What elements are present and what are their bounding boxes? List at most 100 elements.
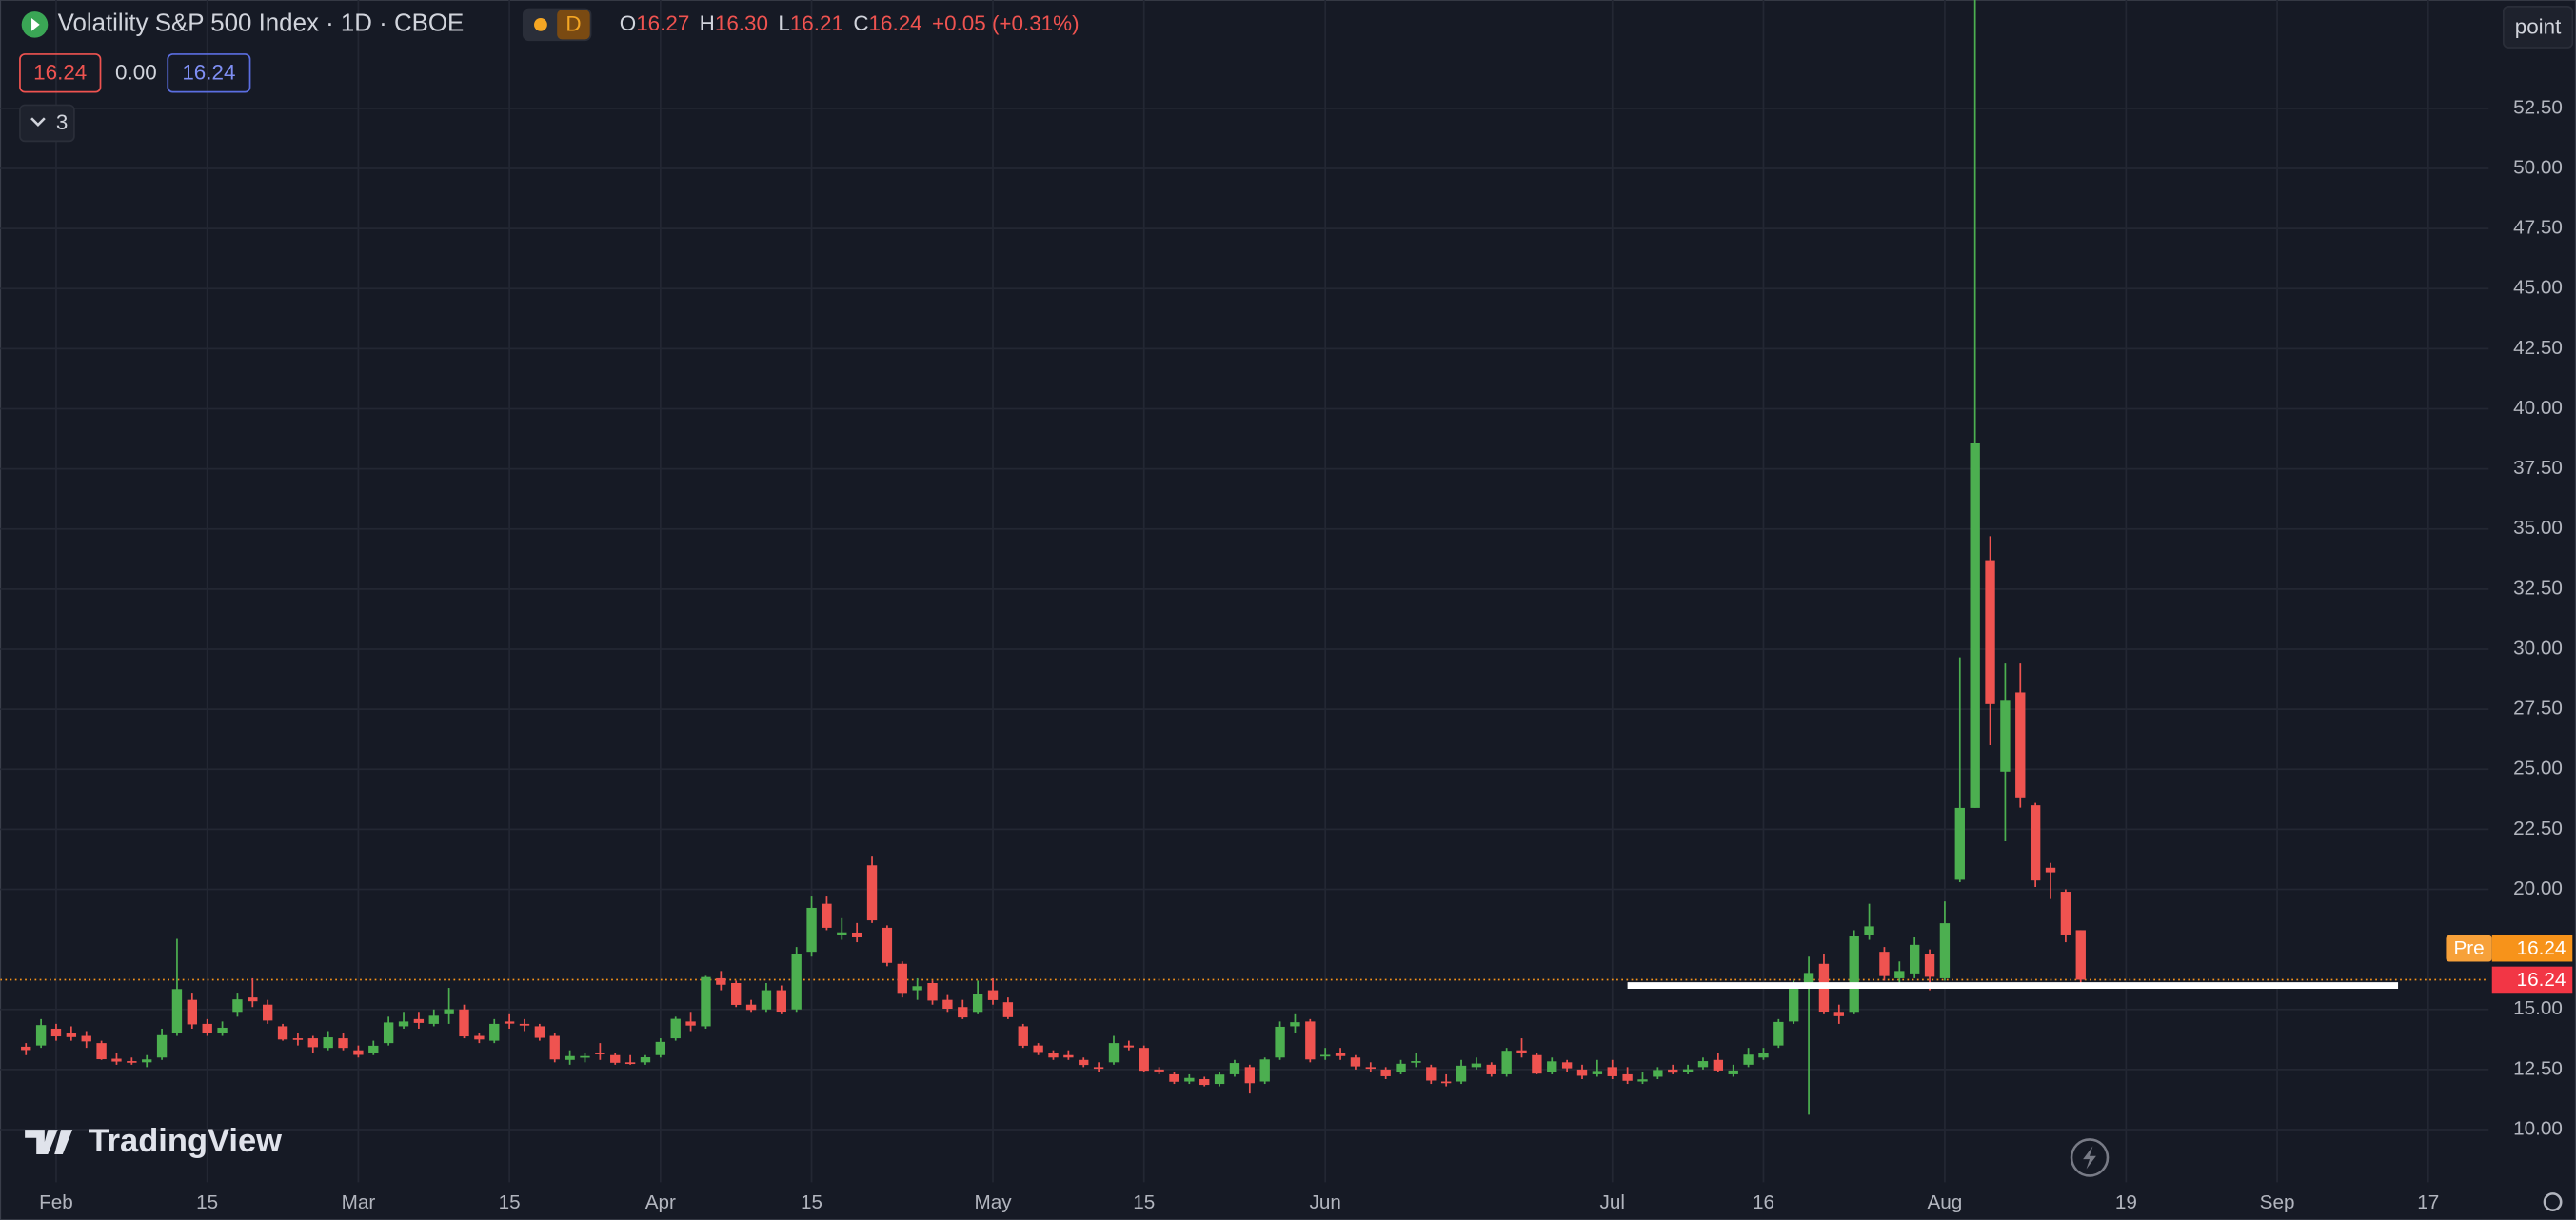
candle-body bbox=[1833, 1012, 1844, 1016]
y-tick-label: 20.00 bbox=[2513, 877, 2563, 899]
candle-body bbox=[1350, 1057, 1361, 1067]
candle-body bbox=[580, 1055, 590, 1058]
candle-body bbox=[504, 1021, 515, 1024]
symbol-title[interactable]: Volatility S&P 500 Index · 1D · CBOE bbox=[58, 10, 465, 37]
brand-name[interactable]: TradingView bbox=[89, 1123, 282, 1159]
candle-body bbox=[383, 1022, 394, 1044]
candle-body bbox=[1440, 1081, 1452, 1084]
candle-body bbox=[1426, 1067, 1437, 1081]
candle-body bbox=[1335, 1053, 1346, 1056]
candle-body bbox=[1653, 1070, 1663, 1077]
interval-badge-bg bbox=[557, 10, 590, 40]
candle-body bbox=[1728, 1070, 1738, 1074]
candle-body bbox=[897, 963, 907, 994]
candle-body bbox=[1154, 1069, 1164, 1072]
candle-body bbox=[1079, 1059, 1089, 1066]
candle-body bbox=[519, 1023, 530, 1026]
candle-body bbox=[640, 1057, 651, 1063]
candle-body bbox=[1396, 1063, 1406, 1072]
x-tick-label: 15 bbox=[801, 1191, 822, 1213]
candle-body bbox=[1229, 1063, 1240, 1074]
candle-body bbox=[882, 927, 893, 963]
candle-body bbox=[35, 1025, 47, 1046]
candle-body bbox=[307, 1038, 318, 1048]
candle-body bbox=[2015, 692, 2026, 798]
candle-body bbox=[1002, 1002, 1014, 1017]
pre-price-value-tag bbox=[2491, 935, 2573, 962]
candle-body bbox=[1411, 1061, 1421, 1063]
ohlc-label: H bbox=[700, 11, 715, 35]
candle-body bbox=[1244, 1067, 1256, 1084]
candle-body bbox=[1290, 1022, 1300, 1027]
indicators-toggle[interactable] bbox=[19, 104, 75, 143]
candle-body bbox=[534, 1026, 545, 1038]
last-price-tag bbox=[2491, 966, 2573, 994]
x-tick-label: Jul bbox=[1600, 1191, 1625, 1213]
candle-body bbox=[428, 1015, 439, 1024]
candle-body bbox=[927, 982, 938, 1001]
candle-body bbox=[202, 1023, 212, 1033]
candle-body bbox=[791, 954, 802, 1010]
y-tick-label: 47.50 bbox=[2513, 217, 2563, 239]
candle-body bbox=[2075, 930, 2086, 980]
point-button-label[interactable]: point bbox=[2515, 14, 2562, 38]
brand-logo bbox=[25, 1130, 73, 1154]
candle-body bbox=[1532, 1054, 1542, 1074]
candle-body bbox=[1123, 1045, 1135, 1048]
candle-body bbox=[1199, 1078, 1210, 1086]
candle-body bbox=[127, 1061, 137, 1063]
candle-body bbox=[1516, 1050, 1527, 1053]
x-tick-label: 17 bbox=[2417, 1191, 2439, 1213]
candle-body bbox=[1939, 923, 1951, 978]
candle-body bbox=[489, 1023, 500, 1041]
candle-body bbox=[1864, 926, 1874, 935]
candle-body bbox=[701, 976, 711, 1027]
settings-icon[interactable] bbox=[2543, 1192, 2563, 1211]
candle-body bbox=[942, 999, 953, 1010]
ohlc-change: +0.05 (+0.31%) bbox=[932, 11, 1080, 35]
ohlc-value: 16.27 bbox=[636, 11, 689, 35]
plot-area bbox=[0, 0, 2489, 1115]
candle-body bbox=[565, 1055, 575, 1060]
candle-body bbox=[1758, 1053, 1769, 1058]
candle-body bbox=[263, 1004, 273, 1021]
quick-action[interactable] bbox=[2070, 1138, 2110, 1177]
candle-body bbox=[958, 1007, 968, 1018]
candle-body bbox=[1048, 1053, 1059, 1058]
candle-body bbox=[1259, 1059, 1270, 1082]
candle-body bbox=[2060, 892, 2071, 935]
candle-body bbox=[323, 1037, 333, 1049]
point-button[interactable] bbox=[2502, 6, 2574, 49]
candle-body bbox=[187, 999, 198, 1025]
candle-body bbox=[1169, 1073, 1179, 1082]
candle-body bbox=[1668, 1069, 1678, 1073]
candle-body bbox=[21, 1046, 31, 1051]
candle-body bbox=[1985, 560, 1995, 704]
y-tick-label: 30.00 bbox=[2513, 637, 2563, 659]
interval-badge[interactable]: D bbox=[565, 12, 581, 36]
x-tick-label: 19 bbox=[2115, 1191, 2137, 1213]
candle-body bbox=[232, 999, 243, 1013]
candle-body bbox=[851, 932, 862, 938]
candle-body bbox=[1954, 807, 1965, 880]
candle-body bbox=[1743, 1054, 1754, 1065]
candle-body bbox=[1471, 1063, 1482, 1068]
y-tick-label: 50.00 bbox=[2513, 156, 2563, 178]
x-tick-label: Apr bbox=[645, 1191, 676, 1213]
candle-body bbox=[1108, 1043, 1120, 1063]
ohlc-label: C bbox=[853, 11, 868, 35]
x-tick-label: 15 bbox=[499, 1191, 521, 1213]
candle-body bbox=[81, 1035, 91, 1042]
symbol-icon-glyph bbox=[31, 17, 40, 31]
candle-body bbox=[171, 989, 183, 1034]
candle-body bbox=[444, 1009, 454, 1014]
candle-body bbox=[1547, 1061, 1557, 1072]
candle-body bbox=[1456, 1065, 1467, 1082]
candle-body bbox=[156, 1034, 168, 1058]
indicator-count[interactable]: 3 bbox=[56, 110, 68, 134]
candle-body bbox=[549, 1035, 560, 1060]
candle-body bbox=[806, 907, 817, 953]
candle-body bbox=[398, 1021, 409, 1027]
ohlc-readout: O16.27 H16.30 L16.21 C16.24 +0.05 (+0.31%) bbox=[620, 11, 1080, 35]
candle-body bbox=[745, 1004, 757, 1011]
